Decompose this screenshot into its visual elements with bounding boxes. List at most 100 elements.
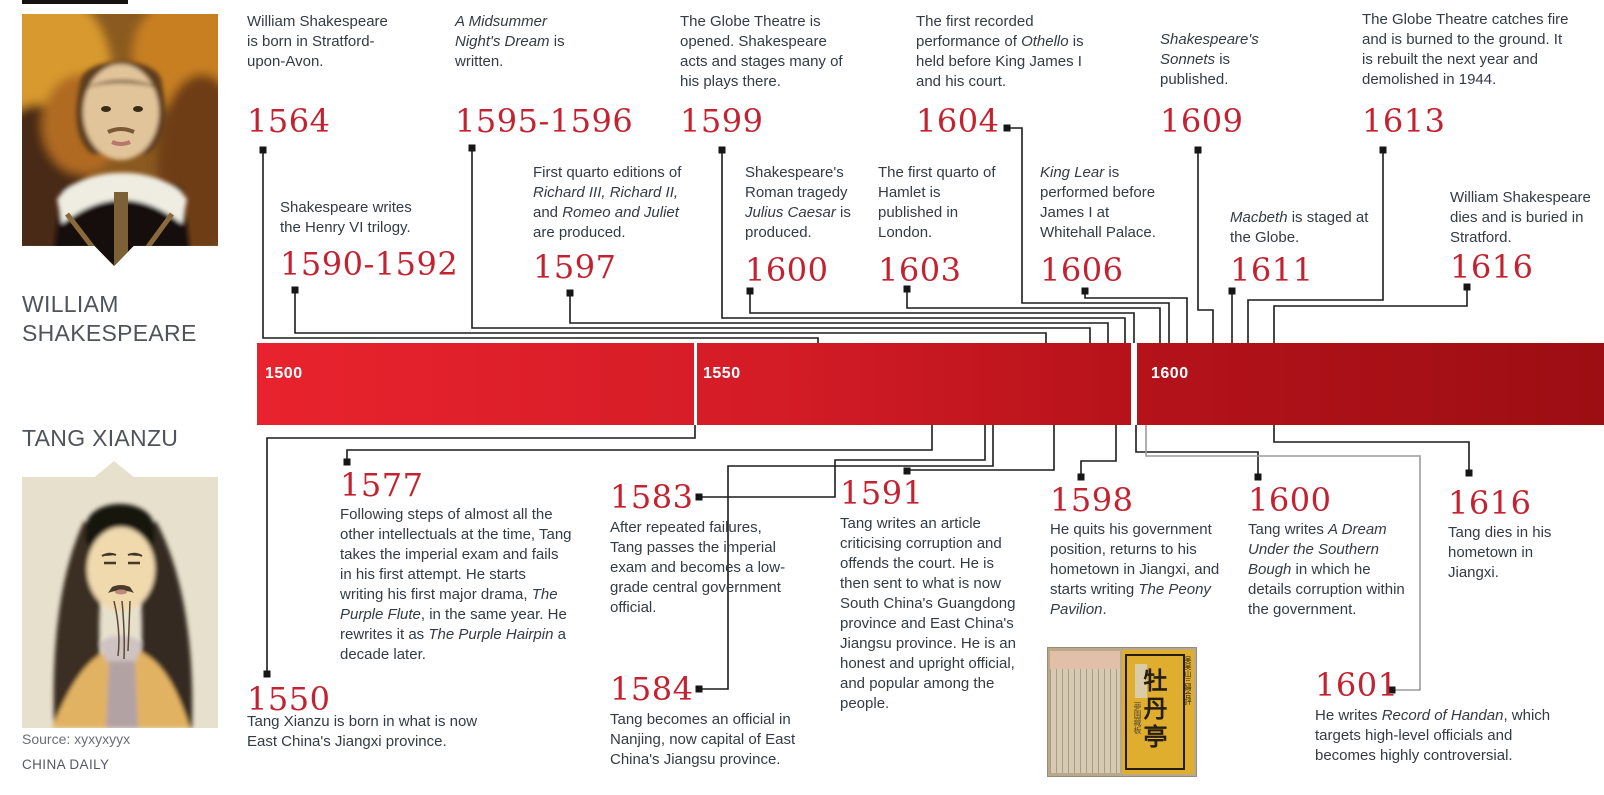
event-text-tang-1598: He quits his government position, return… xyxy=(1050,520,1232,620)
bar-divider-1550 xyxy=(694,343,697,425)
event-text-shakespeare-1609: Shakespeare's Sonnets is published. xyxy=(1160,30,1278,90)
connector-line-3 xyxy=(569,293,1109,343)
cropped-headline-artifact xyxy=(22,0,128,4)
connector-line-17 xyxy=(906,425,1055,473)
work-title-italic: Macbeth xyxy=(1230,209,1288,226)
timeline-bar: 1500 1550 1600 xyxy=(257,343,1604,425)
credit-line: CHINA DAILY xyxy=(22,757,110,772)
event-text-segment: Tang dies in his hometown in Jiangxi. xyxy=(1448,524,1552,581)
event-text-shakespeare-1611: Macbeth is staged at the Globe. xyxy=(1230,208,1370,248)
event-text-segment: are produced. xyxy=(533,224,626,241)
event-text-shakespeare-1600: Shakespeare's Roman tragedy Julius Caesa… xyxy=(745,163,870,243)
event-year-tang-1591: 1591 xyxy=(840,474,924,512)
bar-label-1550: 1550 xyxy=(703,365,741,382)
connector-marker-20 xyxy=(1465,469,1473,477)
event-text-segment: The first recorded performance of xyxy=(916,13,1034,50)
connector-marker-19 xyxy=(1254,473,1262,481)
book-cover-frame: 牡丹亭 夢園藏板 xyxy=(1125,654,1185,770)
event-year-shakespeare-1600: 1600 xyxy=(745,251,829,289)
connector-line-8 xyxy=(1084,291,1188,343)
event-text-segment: After repeated failures, Tang passes the… xyxy=(610,519,786,616)
event-year-shakespeare-1590-1592: 1590-1592 xyxy=(280,245,459,283)
connector-line-14 xyxy=(346,425,933,462)
event-text-segment: William Shakespeare dies and is buried i… xyxy=(1450,189,1591,246)
event-text-tang-1577: Following steps of almost all the other … xyxy=(340,505,572,665)
event-year-tang-1598: 1598 xyxy=(1050,481,1134,519)
event-year-shakespeare-1613: 1613 xyxy=(1362,102,1446,140)
connector-marker-2 xyxy=(468,144,476,152)
event-text-segment: Tang writes xyxy=(1248,521,1329,538)
work-title-italic: Richard III, Richard II, xyxy=(533,184,679,201)
event-year-tang-1550: 1550 xyxy=(247,680,331,718)
work-title-italic: Othello xyxy=(1021,33,1069,50)
event-year-shakespeare-1597: 1597 xyxy=(533,248,617,286)
event-text-segment: Shakespeare's Roman tragedy xyxy=(745,164,848,201)
book-side-text-left: 夢園藏板 xyxy=(1133,702,1142,734)
event-text-tang-1616: Tang dies in his hometown in Jiangxi. xyxy=(1448,523,1568,583)
tang-portrait xyxy=(22,461,218,728)
event-text-segment: and xyxy=(533,204,563,221)
event-text-shakespeare-1599: The Globe Theatre is opened. Shakespeare… xyxy=(680,12,845,92)
event-year-tang-1583: 1583 xyxy=(610,478,694,516)
connector-marker-7 xyxy=(1003,124,1011,132)
event-text-tang-1591: Tang writes an article criticising corru… xyxy=(840,514,1025,714)
event-text-shakespeare-1616: William Shakespeare dies and is buried i… xyxy=(1450,188,1600,248)
event-year-shakespeare-1604: 1604 xyxy=(916,102,1000,140)
event-text-shakespeare-1606: King Lear is performed before James I at… xyxy=(1040,163,1172,243)
event-text-shakespeare-1564: William Shakespeare is born in Stratford… xyxy=(247,12,397,72)
connector-marker-11 xyxy=(1379,146,1387,154)
event-year-shakespeare-1609: 1609 xyxy=(1160,102,1244,140)
event-text-tang-1600: Tang writes A Dream Under the Southern B… xyxy=(1248,520,1408,620)
event-text-segment: Tang becomes an official in Nanjing, now… xyxy=(610,711,796,768)
connector-marker-4 xyxy=(718,146,726,154)
event-year-tang-1600: 1600 xyxy=(1248,481,1332,519)
work-title-italic: King Lear xyxy=(1040,164,1105,181)
event-year-shakespeare-1606: 1606 xyxy=(1040,251,1124,289)
bar-divider-1600 xyxy=(1131,343,1137,425)
connector-marker-9 xyxy=(1194,146,1202,154)
work-title-italic: A Midsummer Night's Dream xyxy=(455,13,550,50)
event-text-tang-1550: Tang Xianzu is born in what is now East … xyxy=(247,712,507,752)
tang-name-label: TANG XIANZU xyxy=(22,425,179,451)
book-left-page xyxy=(1050,651,1120,773)
connector-marker-13 xyxy=(263,670,271,678)
event-year-tang-1584: 1584 xyxy=(610,670,694,708)
work-title-italic: Shakespeare's Sonnets xyxy=(1160,31,1259,68)
event-text-shakespeare-1604: The first recorded performance of Othell… xyxy=(916,12,1106,92)
event-text-shakespeare-1595-1596: A Midsummer Night's Dream is written. xyxy=(455,12,573,72)
peony-pavilion-book-image: 牡丹亭 夢園藏板 吴吴山三婦合評 xyxy=(1048,648,1196,776)
work-title-italic: Record of Handan xyxy=(1381,707,1504,724)
event-text-segment: The first quarto of Hamlet is published … xyxy=(878,164,996,241)
connector-marker-15 xyxy=(695,493,703,501)
tang-portrait-art xyxy=(22,461,218,728)
connector-line-12 xyxy=(1273,287,1468,343)
event-text-segment: William Shakespeare is born in Stratford… xyxy=(247,13,388,70)
connector-marker-0 xyxy=(259,146,267,154)
work-title-italic: Romeo and Juliet xyxy=(562,204,679,221)
source-line: Source: xyxyxyyx xyxy=(22,731,131,747)
event-text-segment: He writes xyxy=(1315,707,1382,724)
event-text-segment: Tang writes an article criticising corru… xyxy=(840,515,1016,712)
event-text-segment: is held before King James I and his cour… xyxy=(916,33,1084,90)
bar-label-1500: 1500 xyxy=(265,365,303,382)
event-text-segment: Shakespeare writes the Henry VI trilogy. xyxy=(280,199,412,236)
event-text-segment: First quarto editions of xyxy=(533,164,682,181)
bar-label-1600: 1600 xyxy=(1151,365,1189,382)
event-text-shakespeare-1603: The first quarto of Hamlet is published … xyxy=(878,163,996,243)
work-title-italic: Julius Caesar xyxy=(745,204,836,221)
event-year-shakespeare-1599: 1599 xyxy=(680,102,764,140)
event-year-tang-1577: 1577 xyxy=(340,466,424,504)
event-text-shakespeare-1590-1592: Shakespeare writes the Henry VI trilogy. xyxy=(280,198,430,238)
connector-line-20 xyxy=(1273,425,1470,473)
event-year-shakespeare-1616: 1616 xyxy=(1450,248,1534,286)
event-text-tang-1584: Tang becomes an official in Nanjing, now… xyxy=(610,710,815,770)
event-text-segment: The Globe Theatre catches fire and is bu… xyxy=(1362,11,1569,88)
connector-line-1 xyxy=(294,290,1047,343)
event-year-tang-1616: 1616 xyxy=(1448,484,1532,522)
event-text-segment: is published. xyxy=(1160,51,1231,88)
book-side-text-right: 吴吴山三婦合評 xyxy=(1184,656,1192,705)
shakespeare-portrait xyxy=(22,14,218,266)
book-tape-strip xyxy=(1135,664,1147,698)
event-text-segment: . xyxy=(1102,601,1107,618)
